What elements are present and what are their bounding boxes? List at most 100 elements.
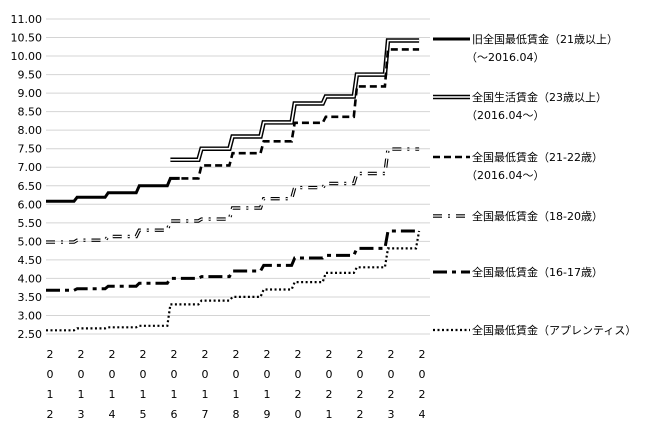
legend-label: 全国最低賃金（16-17歳） [472, 265, 603, 279]
y-tick-label: 11.00 [11, 13, 43, 26]
legend-label: 全国生活賃金（23歳以上） [472, 90, 607, 104]
x-tick-label-char: 9 [264, 408, 271, 421]
series-line-inner [46, 148, 420, 243]
x-tick-label-char: 0 [202, 368, 209, 381]
legend-entry: 旧全国最低賃金（21歳以上） （～2016.04） [433, 32, 618, 64]
x-tick-label-char: 2 [202, 348, 209, 361]
y-tick-label: 4.00 [18, 272, 43, 285]
x-tick-label-char: 2 [295, 388, 302, 401]
x-tick-label-char: 0 [140, 368, 147, 381]
x-tick-label-char: 2 [326, 388, 333, 401]
x-tick-label-char: 0 [388, 368, 395, 381]
series-line-inner [170, 39, 420, 161]
y-tick-label: 8.00 [18, 124, 43, 137]
x-tick-label-char: 3 [388, 408, 395, 421]
x-tick-label-char: 0 [109, 368, 116, 381]
series-line [170, 38, 420, 163]
y-tick-label: 3.50 [18, 291, 43, 304]
x-tick-label-char: 2 [78, 348, 85, 361]
x-tick-label-char: 2 [419, 388, 426, 401]
y-tick-label: 4.50 [18, 254, 43, 267]
x-tick-label-char: 2 [326, 348, 333, 361]
series-line [46, 176, 180, 203]
x-tick-label-char: 2 [140, 348, 147, 361]
x-tick-label-char: 1 [78, 388, 85, 401]
x-tick-label-char: 2 [388, 348, 395, 361]
x-tick-label-char: 2 [388, 388, 395, 401]
x-tick-label-char: 2 [109, 348, 116, 361]
series-0 [46, 176, 180, 203]
y-tick-label: 5.00 [18, 235, 43, 248]
x-tick-label-char: 1 [47, 388, 54, 401]
x-tick-label-char: 2 [171, 348, 178, 361]
y-tick-label: 10.00 [11, 50, 43, 63]
x-tick-label-char: 1 [326, 408, 333, 421]
y-axis-tick-labels: 11.00 10.50 10.00 9.50 9.00 8.50 8.00 7.50 7.00 6… [11, 13, 43, 341]
x-tick-label-char: 4 [419, 408, 426, 421]
legend-entry: 全国最低賃金（21-22歳） （2016.04～） [433, 150, 603, 182]
series-line [46, 147, 420, 244]
series-4 [46, 229, 420, 292]
legend-label-sub: （2016.04～） [466, 169, 545, 182]
series-3 [46, 147, 420, 244]
x-tick-label-char: 2 [233, 348, 240, 361]
x-tick-label-char: 2 [264, 348, 271, 361]
legend: 旧全国最低賃金（21歳以上） （～2016.04） 全国生活賃金（23歳以上） （20… [433, 32, 636, 337]
series-1 [170, 38, 420, 163]
x-tick-label-char: 1 [140, 388, 147, 401]
x-tick-label-char: 1 [233, 388, 240, 401]
legend-label: 全国最低賃金（21-22歳） [472, 150, 603, 164]
x-tick-label-char: 2 [47, 408, 54, 421]
x-tick-label-char: 0 [419, 368, 426, 381]
x-tick-label-char: 2 [357, 408, 364, 421]
series-lines [46, 38, 421, 332]
x-tick-label-char: 1 [202, 388, 209, 401]
x-tick-label-char: 0 [357, 368, 364, 381]
series-2 [170, 48, 420, 180]
x-tick-label-char: 2 [357, 388, 364, 401]
y-tick-label: 6.50 [18, 180, 43, 193]
y-tick-label: 9.00 [18, 87, 43, 100]
legend-label: 旧全国最低賃金（21歳以上） [472, 32, 618, 46]
x-tick-label-char: 1 [171, 388, 178, 401]
legend-label-sub: （2016.04～） [466, 109, 545, 122]
x-tick-label-char: 0 [264, 368, 271, 381]
x-tick-label-char: 1 [109, 388, 116, 401]
x-tick-label-char: 6 [171, 408, 178, 421]
x-tick-label-char: 0 [233, 368, 240, 381]
x-tick-label-char: 4 [109, 408, 116, 421]
x-tick-label-char: 0 [326, 368, 333, 381]
series-line [170, 48, 420, 180]
x-tick-label-char: 0 [171, 368, 178, 381]
x-tick-label-char: 0 [78, 368, 85, 381]
x-tick-label-char: 0 [47, 368, 54, 381]
x-tick-label-char: 0 [295, 408, 302, 421]
y-tick-label: 6.00 [18, 198, 43, 211]
x-tick-label-char: 2 [419, 348, 426, 361]
legend-entry: 全国最低賃金（アプレンティス） [433, 323, 636, 337]
x-tick-label-char: 2 [47, 348, 54, 361]
x-tick-label-char: 5 [140, 408, 147, 421]
x-tick-label-char: 8 [233, 408, 240, 421]
y-tick-label: 10.50 [11, 32, 43, 45]
x-tick-label-char: 2 [295, 348, 302, 361]
y-tick-label: 7.00 [18, 161, 43, 174]
y-tick-label: 7.50 [18, 143, 43, 156]
legend-entry: 全国生活賃金（23歳以上） （2016.04～） [433, 90, 607, 122]
x-tick-label-char: 2 [357, 348, 364, 361]
legend-entry: 全国最低賃金（18-20歳） [433, 209, 603, 223]
y-tick-label: 9.50 [18, 69, 43, 82]
legend-label: 全国最低賃金（18-20歳） [472, 209, 603, 223]
x-tick-label-char: 0 [295, 368, 302, 381]
x-axis-tick-labels: 2 0 1 2 2 0 1 3 2 0 1 4 2 0 1 5 2 0 1 6 2 0 1 7 2 0 1 8 2 0 1 9 2 0 2 0 2 0 2 1… [47, 348, 426, 421]
x-tick-label-char: 7 [202, 408, 209, 421]
x-tick-label-char: 1 [264, 388, 271, 401]
legend-entry: 全国最低賃金（16-17歳） [433, 265, 603, 279]
x-tick-label-char: 3 [78, 408, 85, 421]
legend-label-sub: （～2016.04） [466, 51, 545, 64]
y-tick-label: 2.50 [18, 328, 43, 341]
y-tick-label: 5.50 [18, 217, 43, 230]
gridlines [46, 18, 430, 335]
y-tick-label: 8.50 [18, 106, 43, 119]
